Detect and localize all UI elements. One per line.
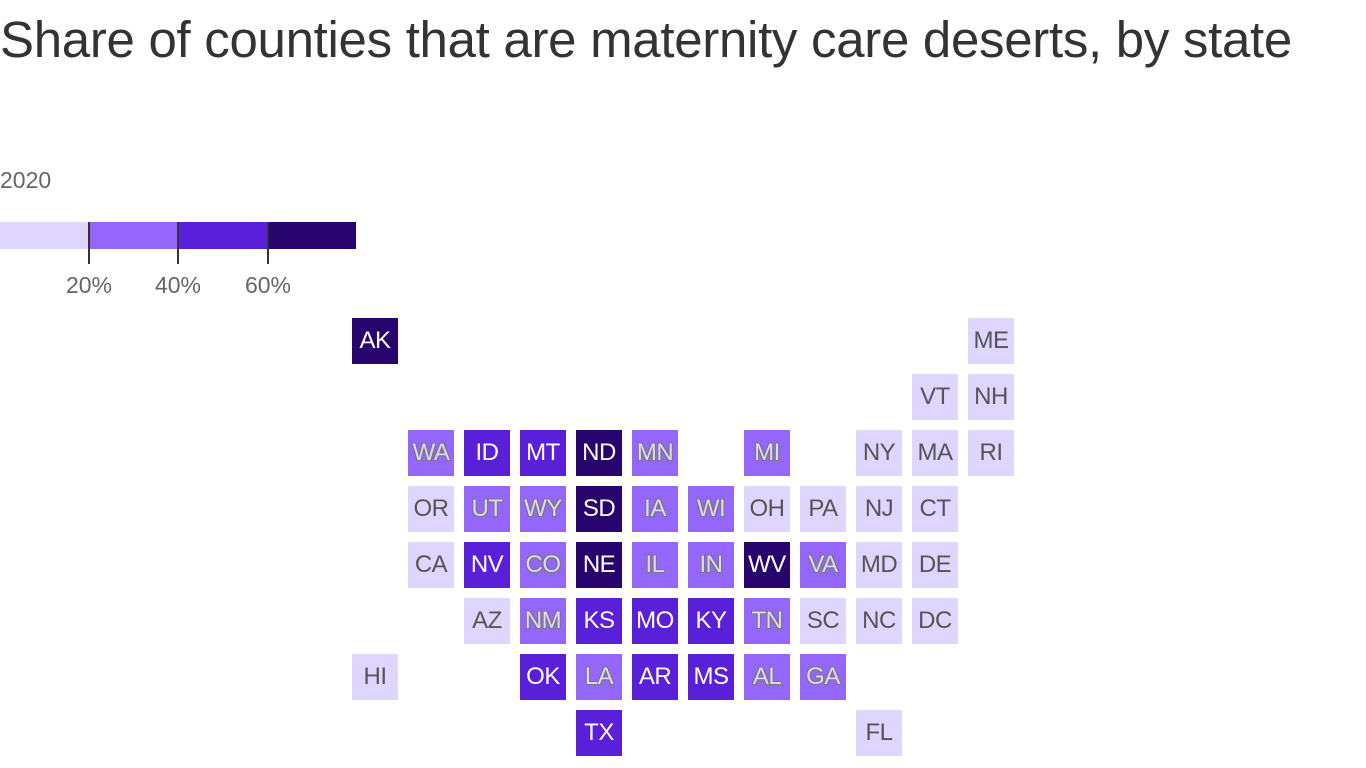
state-tile-pa[interactable]: PA	[800, 486, 846, 532]
chart-subtitle: 2020	[0, 167, 52, 193]
legend-label-40: 40%	[154, 272, 202, 298]
state-tile-wy[interactable]: WY	[520, 486, 566, 532]
state-tile-nm[interactable]: NM	[520, 598, 566, 644]
state-tile-ia[interactable]: IA	[632, 486, 678, 532]
state-tile-tn[interactable]: TN	[744, 598, 790, 644]
state-tile-mo[interactable]: MO	[632, 598, 678, 644]
state-tile-or[interactable]: OR	[408, 486, 454, 532]
state-tile-ok[interactable]: OK	[520, 654, 566, 700]
state-tile-va[interactable]: VA	[800, 542, 846, 588]
state-tile-wa[interactable]: WA	[408, 430, 454, 476]
state-tile-co[interactable]: CO	[520, 542, 566, 588]
state-tile-oh[interactable]: OH	[744, 486, 790, 532]
state-tile-nc[interactable]: NC	[856, 598, 902, 644]
state-tile-ar[interactable]: AR	[632, 654, 678, 700]
state-tile-me[interactable]: ME	[968, 318, 1014, 364]
state-tile-la[interactable]: LA	[576, 654, 622, 700]
state-tile-tx[interactable]: TX	[576, 710, 622, 756]
state-tile-fl[interactable]: FL	[856, 710, 902, 756]
state-tile-md[interactable]: MD	[856, 542, 902, 588]
state-tile-wi[interactable]: WI	[688, 486, 734, 532]
state-tile-ks[interactable]: KS	[576, 598, 622, 644]
state-tile-il[interactable]: IL	[632, 542, 678, 588]
state-tile-vt[interactable]: VT	[912, 374, 958, 420]
state-tile-mt[interactable]: MT	[520, 430, 566, 476]
state-tile-mn[interactable]: MN	[632, 430, 678, 476]
state-tile-ct[interactable]: CT	[912, 486, 958, 532]
state-tile-hi[interactable]: HI	[352, 654, 398, 700]
state-tile-dc[interactable]: DC	[912, 598, 958, 644]
state-tile-ga[interactable]: GA	[800, 654, 846, 700]
state-tile-ky[interactable]: KY	[688, 598, 734, 644]
legend-swatch-0	[0, 222, 88, 249]
state-tile-nh[interactable]: NH	[968, 374, 1014, 420]
state-tile-ma[interactable]: MA	[912, 430, 958, 476]
state-tile-ne[interactable]: NE	[576, 542, 622, 588]
legend-tick-60	[267, 222, 269, 264]
state-tile-ms[interactable]: MS	[688, 654, 734, 700]
state-tile-nj[interactable]: NJ	[856, 486, 902, 532]
state-tile-al[interactable]: AL	[744, 654, 790, 700]
state-tile-nv[interactable]: NV	[464, 542, 510, 588]
state-tile-sd[interactable]: SD	[576, 486, 622, 532]
color-legend: 20% 40% 60%	[0, 222, 360, 302]
legend-tick-20	[88, 222, 90, 264]
state-tile-id[interactable]: ID	[464, 430, 510, 476]
state-tile-ny[interactable]: NY	[856, 430, 902, 476]
state-tile-ut[interactable]: UT	[464, 486, 510, 532]
legend-swatch-3	[268, 222, 356, 249]
state-tile-ri[interactable]: RI	[968, 430, 1014, 476]
state-tile-ca[interactable]: CA	[408, 542, 454, 588]
state-tile-de[interactable]: DE	[912, 542, 958, 588]
state-tile-mi[interactable]: MI	[744, 430, 790, 476]
legend-swatch-2	[178, 222, 267, 249]
state-tile-ak[interactable]: AK	[352, 318, 398, 364]
state-tile-nd[interactable]: ND	[576, 430, 622, 476]
state-tile-wv[interactable]: WV	[744, 542, 790, 588]
legend-label-20: 20%	[65, 272, 113, 298]
state-tile-az[interactable]: AZ	[464, 598, 510, 644]
state-tile-sc[interactable]: SC	[800, 598, 846, 644]
state-tile-in[interactable]: IN	[688, 542, 734, 588]
legend-swatch-1	[89, 222, 177, 249]
chart-title: Share of counties that are maternity car…	[0, 11, 1292, 68]
legend-tick-40	[177, 222, 179, 264]
legend-label-60: 60%	[244, 272, 292, 298]
